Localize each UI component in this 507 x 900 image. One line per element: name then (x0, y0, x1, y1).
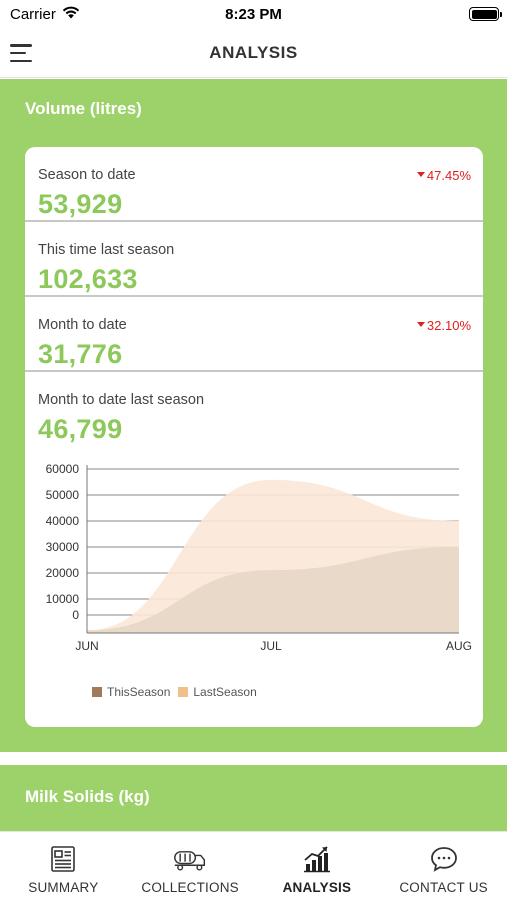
legend-swatch (178, 687, 189, 697)
x-tick-label: AUG (446, 639, 472, 653)
volume-section: Volume (litres) Season to date 53,929 47… (0, 79, 507, 752)
tab-contact-us[interactable]: CONTACT US (380, 832, 507, 900)
tab-label: ANALYSIS (282, 880, 352, 895)
chart-legend: ThisSeason LastSeason (92, 685, 257, 699)
wifi-icon (62, 6, 80, 23)
stat-label: Season to date (38, 167, 136, 183)
tab-collections[interactable]: COLLECTIONS (127, 832, 254, 900)
legend-label: LastSeason (193, 685, 257, 699)
legend-swatch (92, 687, 102, 697)
down-arrow-icon (416, 171, 425, 177)
contact-icon (427, 844, 461, 874)
tab-label: CONTACT US (399, 880, 488, 895)
y-tick-label: 50000 (46, 488, 80, 502)
carrier-label: Carrier (10, 5, 56, 23)
stat-season-to-date: Season to date 53,929 47.45% (25, 147, 483, 222)
x-tick-label: JUN (75, 639, 98, 653)
volume-card: Season to date 53,929 47.45% This time l… (25, 147, 483, 727)
stat-value: 46,799 (38, 414, 123, 444)
summary-icon (46, 844, 80, 874)
x-tick-label: JUL (260, 639, 282, 653)
page-title: ANALYSIS (209, 42, 298, 62)
battery-icon (469, 7, 502, 21)
stat-value: 53,929 (38, 189, 123, 219)
volume-section-title: Volume (litres) (25, 99, 142, 118)
stat-label: Month to date (38, 317, 127, 333)
y-tick-label: 10000 (46, 592, 80, 606)
content-scroll[interactable]: Volume (litres) Season to date 53,929 47… (0, 79, 507, 831)
analysis-icon (300, 844, 334, 874)
menu-button[interactable] (10, 44, 32, 62)
stat-label: Month to date last season (38, 392, 205, 408)
y-tick-label: 30000 (46, 540, 80, 554)
y-tick-label: 20000 (46, 566, 80, 580)
legend-item-this-season: ThisSeason (92, 685, 170, 699)
navigation-bar: ANALYSIS (0, 28, 507, 78)
collections-icon (173, 844, 207, 874)
stat-month-to-date: Month to date 31,776 32.10% (25, 297, 483, 372)
y-tick-label: 40000 (46, 514, 80, 528)
menu-icon-line (10, 44, 32, 47)
stat-month-to-date-last-season: Month to date last season 46,799 (25, 372, 483, 447)
tab-label: SUMMARY (28, 880, 99, 895)
menu-icon-line (10, 59, 32, 62)
tab-bar: SUMMARY COLLECTIONS (0, 831, 507, 900)
tab-analysis[interactable]: ANALYSIS (254, 832, 381, 900)
legend-item-last-season: LastSeason (178, 685, 257, 699)
stat-value: 102,633 (38, 264, 138, 294)
legend-label: ThisSeason (107, 685, 171, 699)
stat-value: 31,776 (38, 339, 123, 369)
stat-this-time-last-season: This time last season 102,633 (25, 222, 483, 297)
volume-chart-svg: 60000 50000 40000 30000 20000 10000 0 JUN JUL AUG (46, 462, 472, 653)
series-area-this-season (87, 546, 459, 633)
stat-label: This time last season (38, 242, 175, 258)
tab-label: COLLECTIONS (141, 880, 239, 895)
menu-icon-line (10, 51, 26, 55)
stat-change-value: 32.10% (426, 318, 471, 333)
milk-solids-title: Milk Solids (kg) (25, 787, 150, 806)
y-tick-label: 60000 (46, 462, 80, 476)
stat-change-badge: 47.45% (416, 168, 471, 183)
tab-summary[interactable]: SUMMARY (0, 832, 127, 900)
y-tick-label: 0 (72, 608, 79, 622)
status-bar: Carrier 8:23 PM (0, 0, 507, 28)
stat-change-value: 47.45% (426, 168, 471, 183)
milk-solids-section[interactable]: Milk Solids (kg) (0, 765, 507, 831)
down-arrow-icon (416, 321, 425, 327)
volume-chart: 60000 50000 40000 30000 20000 10000 0 JUN JUL AUG (25, 457, 483, 727)
stat-change-badge: 32.10% (416, 318, 471, 333)
status-left: Carrier (10, 6, 80, 23)
